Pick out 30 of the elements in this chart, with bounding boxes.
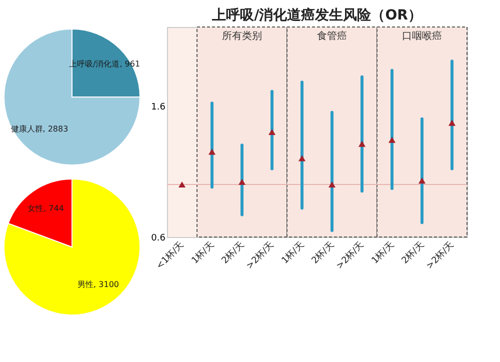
y-tick-label: 1.6 [151, 102, 166, 112]
point [208, 148, 216, 155]
point [418, 178, 426, 184]
x-tick-label: 2杯/天 [400, 239, 426, 266]
pie-slice [4, 28, 140, 166]
point [448, 120, 456, 126]
x-tick-label: >2杯/天 [334, 239, 366, 272]
point [178, 181, 186, 188]
chart-title: 上呼吸/消化道癌发生风险（OR） [211, 6, 422, 24]
point [238, 178, 246, 185]
slice-label: 女性, 744 [28, 204, 64, 214]
point [268, 128, 276, 136]
point [328, 181, 336, 188]
x-tick-label: >2杯/天 [244, 239, 276, 272]
annotation: 所有类别 [222, 30, 262, 42]
x-tick-label: 1杯/天 [190, 239, 216, 266]
x-tick-label: 2杯/天 [220, 239, 246, 266]
x-tick-label: >2杯/天 [424, 239, 456, 272]
slice-label: 健康人群, 2883 [10, 124, 68, 134]
pie-slice [4, 178, 140, 316]
point [388, 136, 396, 143]
x-tick-label: 1杯/天 [280, 239, 306, 266]
y-tick-label: 0.6 [151, 234, 166, 244]
point [298, 155, 306, 162]
annotation: 口咽喉癌 [402, 30, 442, 42]
slice-label: 男性, 3100 [78, 280, 120, 289]
x-tick-label: 1杯/天 [370, 239, 396, 266]
annotation: 食管癌 [317, 30, 347, 42]
point [358, 140, 366, 147]
x-tick-label: 2杯/天 [310, 239, 336, 266]
